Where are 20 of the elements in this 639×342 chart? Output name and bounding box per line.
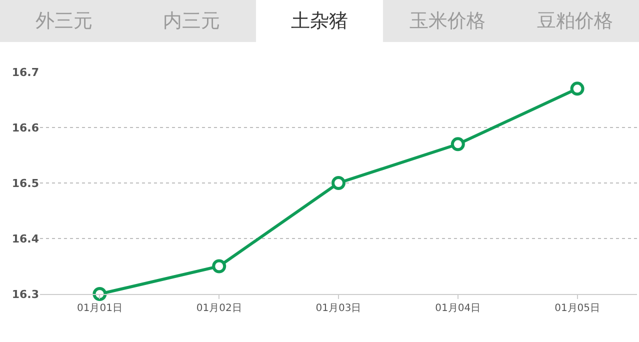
x-tick-label: 01月04日 <box>435 303 481 314</box>
point <box>212 259 226 274</box>
text: 外三元 <box>34 9 94 34</box>
y-tick-label: 16.5 <box>12 176 39 190</box>
y-tick-label: 16.6 <box>12 121 40 134</box>
text: 豆粕价格 <box>536 9 614 34</box>
y-tick-label: 16.7 <box>12 66 39 79</box>
point <box>450 137 465 152</box>
y-tick-label: 16.3 <box>12 288 39 301</box>
point <box>332 176 346 190</box>
text: 玉米价格 <box>408 9 486 34</box>
point <box>570 82 584 96</box>
chart-title: 土杂猪 <box>256 0 384 42</box>
text: 内三元 <box>162 9 222 34</box>
y-tick-label: 16.4 <box>12 232 40 246</box>
x-tick-label: 01月02日 <box>196 303 242 314</box>
x-tick-label: 01月01日 <box>76 303 122 314</box>
x-tick-label: 01月05日 <box>554 303 600 314</box>
point <box>92 287 107 301</box>
x-tick-label: 01月03日 <box>316 303 362 314</box>
